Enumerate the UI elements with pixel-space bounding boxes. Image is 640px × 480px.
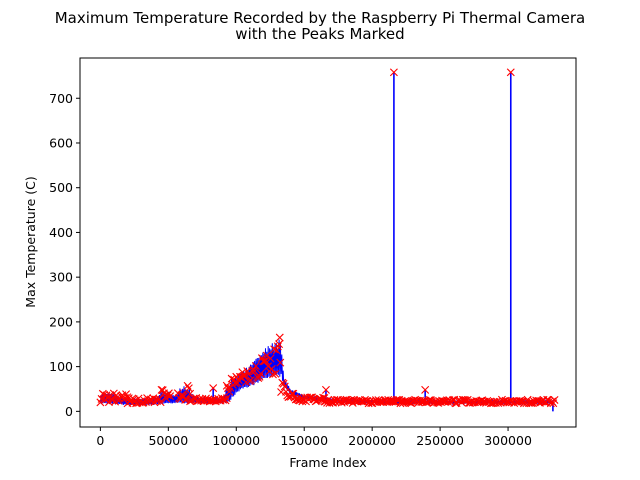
peak-marker: [246, 376, 255, 385]
x-tick-label: 250000: [416, 433, 464, 448]
x-tick-label: 50000: [148, 433, 188, 448]
peak-marker: [387, 397, 396, 406]
peak-marker: [321, 385, 330, 394]
peak-marker: [256, 369, 265, 378]
peak-marker: [363, 396, 372, 405]
peak-marker: [126, 397, 134, 406]
peak-marker: [275, 340, 284, 349]
plot-area: [96, 68, 559, 412]
y-tick-label: 400: [49, 225, 73, 240]
peak-marker: [262, 351, 271, 360]
peak-marker: [268, 370, 277, 379]
peak-markers: [96, 68, 559, 408]
x-tick-label: 200000: [348, 433, 396, 448]
peak-marker: [506, 68, 515, 77]
peak-marker: [545, 397, 554, 406]
x-tick-label: 150000: [280, 433, 328, 448]
peak-marker: [389, 68, 398, 77]
x-tick-label: 300000: [484, 433, 532, 448]
peak-marker: [337, 398, 346, 407]
x-axis-label: Frame Index: [289, 455, 366, 470]
peak-marker: [273, 342, 282, 351]
x-axis-ticks: 0 50000 100000 150000 200000 250000 300000: [96, 427, 532, 448]
peak-marker: [276, 358, 285, 367]
y-tick-label: 700: [49, 91, 73, 106]
peak-marker: [275, 333, 284, 342]
peak-marker: [271, 369, 280, 378]
y-tick-label: 300: [49, 270, 73, 285]
peak-marker: [251, 362, 260, 370]
y-tick-label: 0: [65, 404, 73, 419]
peak-marker: [222, 394, 231, 403]
plot-frame: [79, 57, 577, 428]
y-tick-label: 500: [49, 180, 73, 195]
peak-marker: [108, 396, 117, 405]
y-tick-label: 600: [49, 135, 73, 150]
peak-marker: [421, 385, 430, 394]
peak-marker: [488, 398, 497, 407]
peak-marker: [460, 396, 469, 404]
x-tick-label: 100000: [212, 433, 260, 448]
y-tick-label: 100: [49, 359, 73, 374]
peak-marker: [550, 395, 559, 404]
peak-marker: [114, 396, 123, 405]
peak-marker: [261, 356, 270, 365]
chart-title-line-1: Maximum Temperature Recorded by the Rasp…: [55, 9, 586, 27]
peak-marker: [264, 362, 273, 371]
peak-marker: [209, 384, 218, 393]
peak-marker: [150, 398, 159, 407]
y-axis-label: Max Temperature (C): [23, 176, 38, 307]
peak-marker: [221, 396, 230, 405]
peak-marker: [279, 379, 288, 388]
x-tick-label: 0: [96, 433, 104, 448]
peak-marker: [239, 371, 248, 380]
peak-marker: [166, 392, 175, 401]
chart-title-line-2: with the Peaks Marked: [235, 25, 404, 43]
peak-marker: [183, 381, 192, 390]
temperature-series: [99, 72, 554, 412]
y-tick-label: 200: [49, 314, 73, 329]
peak-marker: [227, 374, 236, 383]
peak-marker: [461, 396, 470, 405]
peak-marker: [266, 354, 275, 363]
y-axis-ticks: 0 100 200 300 400 500 600 700: [49, 91, 80, 419]
